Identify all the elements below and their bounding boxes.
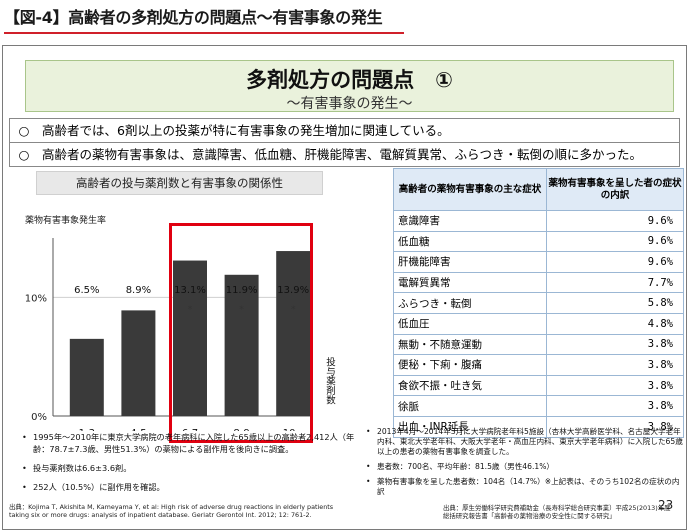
symptom-cell: 低血圧 [393,312,547,335]
bar [121,310,156,416]
study-notes-right: 2013年4月〜2014年3月に大学病院老年科5施設（杏林大学高齢医学科、名古屋… [365,427,685,502]
significance-mark: * [188,305,193,315]
x-tick-label: 8-9 [233,428,249,431]
symptom-value-cell: 3.8% [546,354,684,376]
bar [69,338,104,416]
circle-bullet-icon: ○ [18,147,30,162]
note-item: 2013年4月〜2014年3月に大学病院老年科5施設（杏林大学高齢医学科、名古屋… [365,427,685,457]
x-tick-label: 10 – [283,428,304,431]
y-tick-label: 0% [31,412,47,423]
symptom-value-cell: 3.8% [546,374,684,397]
note-item: 1995年〜2010年に東京大学病院の老年病科に入院した65歳以上の高齢者2,4… [21,431,356,455]
bar-value-label: 6.5% [74,285,99,296]
table-header-row: 高齢者の薬物有害事象の主な症状 薬物有害事象を呈した者の症状の内訳 [393,168,684,211]
page-number: 23 [658,498,674,512]
bar-value-label: 11.9% [226,285,258,296]
table-row: 意識障害 9.6% [393,210,684,232]
table-row: 食欲不振・吐き気 3.8% [393,374,684,397]
slide: 多剤処方の問題点 ① 〜有害事象の発生〜 ○ 高齢者では、6剤以上の投薬が特に有害… [2,45,687,530]
note-item: 252人（10.5%）に副作用を確認。 [21,481,356,493]
table-row: 電解質異常 7.7% [393,271,684,294]
highlight-box [169,223,313,443]
source-citation-left: 出典：Kojima T, Akishita M, Kameyama Y, et … [9,503,334,519]
table-row: 低血圧 4.8% [393,312,684,335]
chart-title: 高齢者の投与薬剤数と有害事象の関係性 [36,171,323,195]
source-citation-right: 出典：厚生労働科学研究費補助金（長寿科学総合研究事業）平成25(2013)年度 … [443,504,677,520]
slide-title-box: 多剤処方の問題点 ① 〜有害事象の発生〜 [25,60,674,112]
symptom-cell: 意識障害 [393,210,547,232]
bar-chart: 0%10%6.5%1-3(493)8.9%4-5(530)13.1%*6-7(5… [25,238,311,431]
study-notes-left: 1995年〜2010年に東京大学病院の老年病科に入院した65歳以上の高齢者2,4… [21,431,356,500]
symptom-cell: 徐脈 [393,395,547,417]
table-row: 肝機能障害 9.6% [393,251,684,273]
bar-value-label: 13.9% [277,285,309,296]
bar [173,260,207,416]
symptom-cell: ふらつき・転倒 [393,292,547,314]
summary-bullet-text: 高齢者では、6剤以上の投薬が特に有害事象の発生増加に関連している。 [42,123,450,138]
significance-mark: * [291,305,296,315]
summary-bullet-text: 高齢者の薬物有害事象は、意識障害、低血糖、肝機能障害、電解質異常、ふらつき・転倒… [42,147,643,162]
note-item: 投与薬剤数は6.6±3.6剤。 [21,462,356,474]
table-header-value: 薬物有害事象を呈した者の症状の内訳 [546,168,684,211]
bar-value-label: 8.9% [126,285,151,296]
summary-bullet: ○ 高齢者の薬物有害事象は、意識障害、低血糖、肝機能障害、電解質異常、ふらつき・転… [9,143,680,167]
chart-y-label: 薬物有害事象発生率 [25,216,107,226]
note-item: 薬物有害事象を呈した患者数：104名（14.7%）※上記表は、そのうち102名の… [365,477,685,497]
symptom-cell: 無動・不随意運動 [393,333,547,356]
summary-bullet: ○ 高齢者では、6剤以上の投薬が特に有害事象の発生増加に関連している。 [9,118,680,143]
table-header-symptom: 高齢者の薬物有害事象の主な症状 [393,168,547,211]
bar [224,274,259,416]
symptom-cell: 便秘・下痢・腹痛 [393,354,547,376]
symptom-value-cell: 9.6% [546,210,684,232]
symptom-cell: 低血糖 [393,230,547,253]
symptom-table: 高齢者の薬物有害事象の主な症状 薬物有害事象を呈した者の症状の内訳 意識障害 9.… [393,168,684,438]
symptom-value-cell: 3.8% [546,395,684,417]
bar [276,251,311,416]
symptom-value-cell: 3.8% [546,333,684,356]
symptom-value-cell: 4.8% [546,312,684,335]
note-item: 患者数：700名、平均年齢：81.5歳（男性46.1%） [365,462,685,472]
symptom-value-cell: 5.8% [546,292,684,314]
page-header: 【図-4】高齢者の多剤処方の問題点〜有害事象の発生 [4,8,383,27]
header-underline [4,32,404,34]
symptom-cell: 肝機能障害 [393,251,547,273]
table-row: 無動・不随意運動 3.8% [393,333,684,356]
symptom-cell: 電解質異常 [393,271,547,294]
y-tick-label: 10% [25,293,47,304]
symptom-cell: 食欲不振・吐き気 [393,374,547,397]
table-row: 便秘・下痢・腹痛 3.8% [393,354,684,376]
slide-subtitle: 〜有害事象の発生〜 [286,96,413,112]
table-row: 低血糖 9.6% [393,230,684,253]
significance-mark: * [239,305,244,315]
chart-x-title: 投与薬剤数 [324,357,335,405]
table-row: ふらつき・転倒 5.8% [393,292,684,314]
x-tick-label: 6-7 [182,428,198,431]
symptom-value-cell: 9.6% [546,251,684,273]
table-row: 徐脈 3.8% [393,395,684,417]
bar-value-label: 13.1% [174,285,206,296]
x-tick-label: 4-5 [130,428,146,431]
slide-title: 多剤処方の問題点 ① [246,68,453,92]
symptom-value-cell: 9.6% [546,230,684,253]
symptom-value-cell: 7.7% [546,271,684,294]
x-tick-label: 1-3 [79,428,95,431]
circle-bullet-icon: ○ [18,123,30,138]
